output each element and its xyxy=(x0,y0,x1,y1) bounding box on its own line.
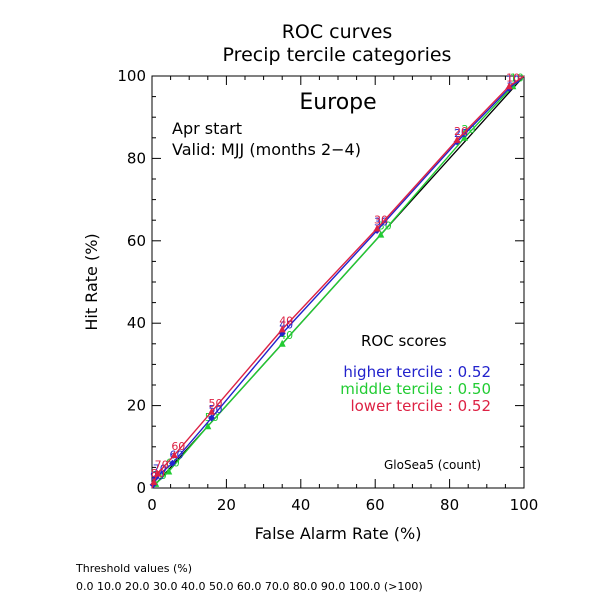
x-tick-label: 20 xyxy=(217,496,236,514)
data-point xyxy=(278,339,286,347)
threshold-point-label: 10 xyxy=(506,73,520,86)
x-tick-label: 80 xyxy=(440,496,459,514)
data-point xyxy=(453,135,461,143)
region-label: Europe xyxy=(299,90,376,115)
y-tick-label: 80 xyxy=(127,149,146,167)
data-point xyxy=(278,325,286,333)
threshold-point-label: 10 xyxy=(506,71,520,84)
roc-scores-title: ROC scores xyxy=(361,332,447,350)
y-tick-label: 40 xyxy=(127,314,146,332)
y-tick-label: 100 xyxy=(117,67,146,85)
data-point xyxy=(373,224,381,232)
threshold-title: Threshold values (%) xyxy=(76,562,193,575)
threshold-point-label: 70 xyxy=(155,459,169,472)
x-axis-label: False Alarm Rate (%) xyxy=(255,524,422,543)
roc-score-lower-tercile: lower tercile : 0.52 xyxy=(350,397,491,415)
y-tick-label: 20 xyxy=(127,397,146,415)
data-point xyxy=(377,230,385,238)
data-point xyxy=(208,414,216,422)
roc-score-series-name: lower tercile xyxy=(350,397,443,415)
series-lower-tercile: 8070605040302010 xyxy=(150,71,525,489)
start-label: Apr start xyxy=(172,119,242,138)
threshold-values: 0.0 10.0 20.0 30.0 40.0 50.0 60.0 70.0 8… xyxy=(76,580,423,593)
y-tick-label: 60 xyxy=(127,232,146,250)
x-tick-label: 100 xyxy=(510,496,539,514)
data-point xyxy=(208,407,216,415)
data-point xyxy=(505,82,513,90)
threshold-point-label: 60 xyxy=(171,440,185,453)
roc-score-middle-tercile: middle tercile : 0.50 xyxy=(340,380,491,398)
threshold-point-label: 20 xyxy=(454,125,468,138)
roc-score-value: 0.52 xyxy=(458,397,491,415)
threshold-point-label: 20 xyxy=(454,127,468,140)
data-point xyxy=(168,459,176,467)
roc-score-value: 0.50 xyxy=(458,380,491,398)
y-tick-label: 0 xyxy=(136,479,146,497)
data-point xyxy=(170,451,178,459)
x-tick-label: 0 xyxy=(147,496,157,514)
x-tick-label: 40 xyxy=(291,496,310,514)
threshold-point-label: 10 xyxy=(510,71,524,84)
threshold-point-label: 40 xyxy=(279,314,293,327)
data-point xyxy=(154,469,162,477)
chart-title: ROC curves xyxy=(282,21,393,43)
roc-score-series-name: higher tercile xyxy=(343,363,443,381)
series-layer: 7060504030201090706050403020108070605040… xyxy=(149,71,525,489)
series-line xyxy=(151,75,525,489)
roc-score-series-name: middle tercile xyxy=(340,380,443,398)
roc-score-value: 0.52 xyxy=(458,363,491,381)
threshold-point-label: 30 xyxy=(374,213,388,226)
data-point xyxy=(150,477,158,485)
data-point xyxy=(204,422,212,430)
data-point xyxy=(460,133,468,141)
data-point xyxy=(165,467,173,475)
model-label: GloSea5 (count) xyxy=(384,458,481,472)
roc-score-higher-tercile: higher tercile : 0.52 xyxy=(343,363,491,381)
threshold-point-label: 50 xyxy=(209,397,223,410)
axes-ticks: 0 20 40 60 80 100 0 20 40 60 80 100 xyxy=(117,67,538,514)
valid-label: Valid: MJJ (months 2−4) xyxy=(172,140,361,159)
threshold-point-label: 30 xyxy=(374,216,388,229)
y-axis-label: Hit Rate (%) xyxy=(82,233,101,330)
x-tick-label: 60 xyxy=(366,496,385,514)
chart-subtitle: Precip tercile categories xyxy=(223,44,452,66)
